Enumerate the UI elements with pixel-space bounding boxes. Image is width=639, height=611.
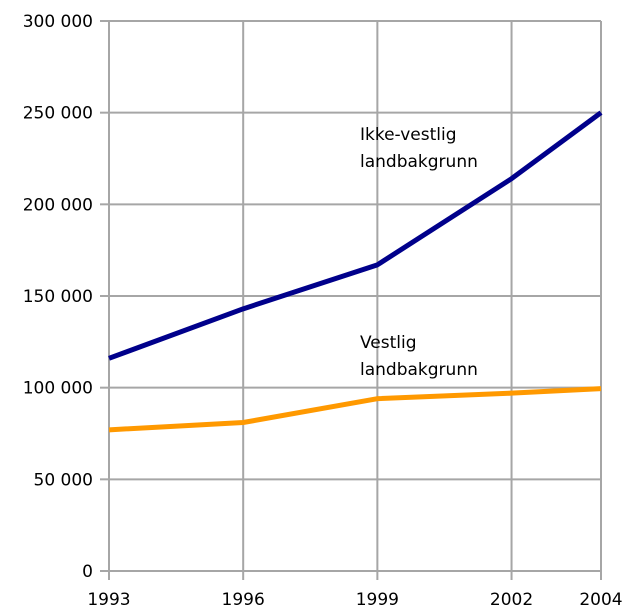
series-lines — [108, 110, 603, 433]
y-tick-label: 0 — [82, 562, 93, 582]
y-tick-label: 100 000 — [23, 379, 93, 399]
x-tick-label: 2002 — [490, 590, 533, 610]
axes — [100, 20, 602, 580]
series-label-vestlig: Vestlig landbakgrunn — [360, 333, 478, 380]
y-tick-label: 250 000 — [23, 104, 93, 124]
tick-labels: 0 50 000 100 000 150 000 200 000 250 000 300 0… — [23, 12, 623, 610]
x-tick-label: 1999 — [356, 590, 399, 610]
y-tick-label: 200 000 — [23, 195, 93, 215]
y-tick-label: 50 000 — [34, 470, 93, 490]
series-line-vestlig — [108, 386, 602, 433]
grid — [109, 20, 602, 571]
y-tick-label: 300 000 — [23, 12, 93, 32]
series-label-ikke-vestlig-line-2: landbakgrunn — [360, 152, 478, 172]
x-tick-label: 1993 — [87, 590, 130, 610]
series-label-vestlig-line-2: landbakgrunn — [360, 360, 478, 380]
series-label-ikke-vestlig: Ikke-vestlig landbakgrunn — [360, 125, 478, 172]
series-label-ikke-vestlig-line-1: Ikke-vestlig — [360, 125, 457, 145]
series-label-vestlig-line-1: Vestlig — [360, 333, 417, 353]
series-line-ikke-vestlig — [108, 110, 603, 361]
x-tick-label: 1996 — [222, 590, 265, 610]
y-tick-label: 150 000 — [23, 287, 93, 307]
x-tick-label: 2004 — [579, 590, 622, 610]
